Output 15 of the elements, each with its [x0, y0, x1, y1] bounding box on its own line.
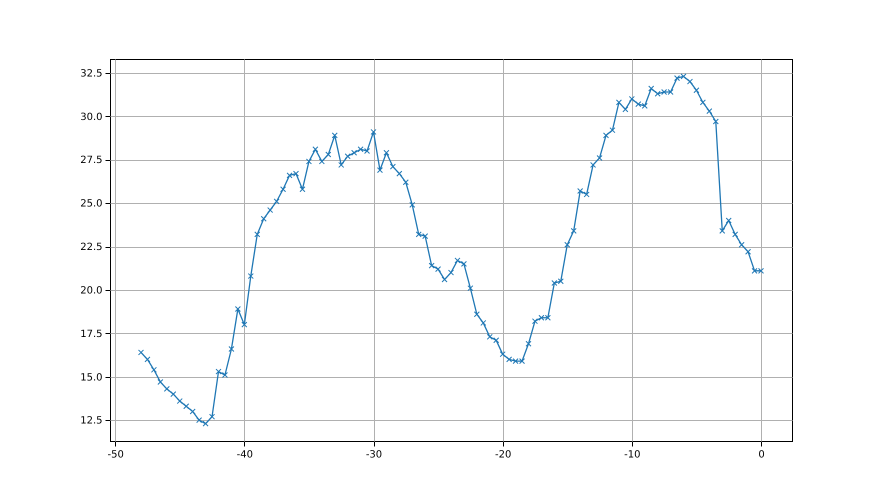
- y-tick-label: 12.5: [80, 416, 102, 427]
- y-tick-label: 20.0: [80, 285, 102, 296]
- y-tick-label: 22.5: [80, 242, 102, 254]
- x-tick-label: -30: [366, 450, 382, 460]
- y-tick-label: 30.0: [80, 112, 102, 123]
- x-tick-label: -50: [107, 450, 124, 460]
- y-tick-label: 15.0: [80, 372, 102, 384]
- y-tick-label: 25.0: [80, 198, 102, 210]
- x-tick-label: -20: [494, 450, 512, 460]
- y-tick-label: 17.5: [80, 328, 102, 340]
- x-tick-label: 0: [758, 450, 765, 460]
- x-tick-label: -10: [624, 450, 641, 460]
- y-tick-label: 27.5: [80, 155, 102, 166]
- x-tick-label: -40: [236, 450, 254, 460]
- y-tick-label: 32.5: [80, 68, 102, 80]
